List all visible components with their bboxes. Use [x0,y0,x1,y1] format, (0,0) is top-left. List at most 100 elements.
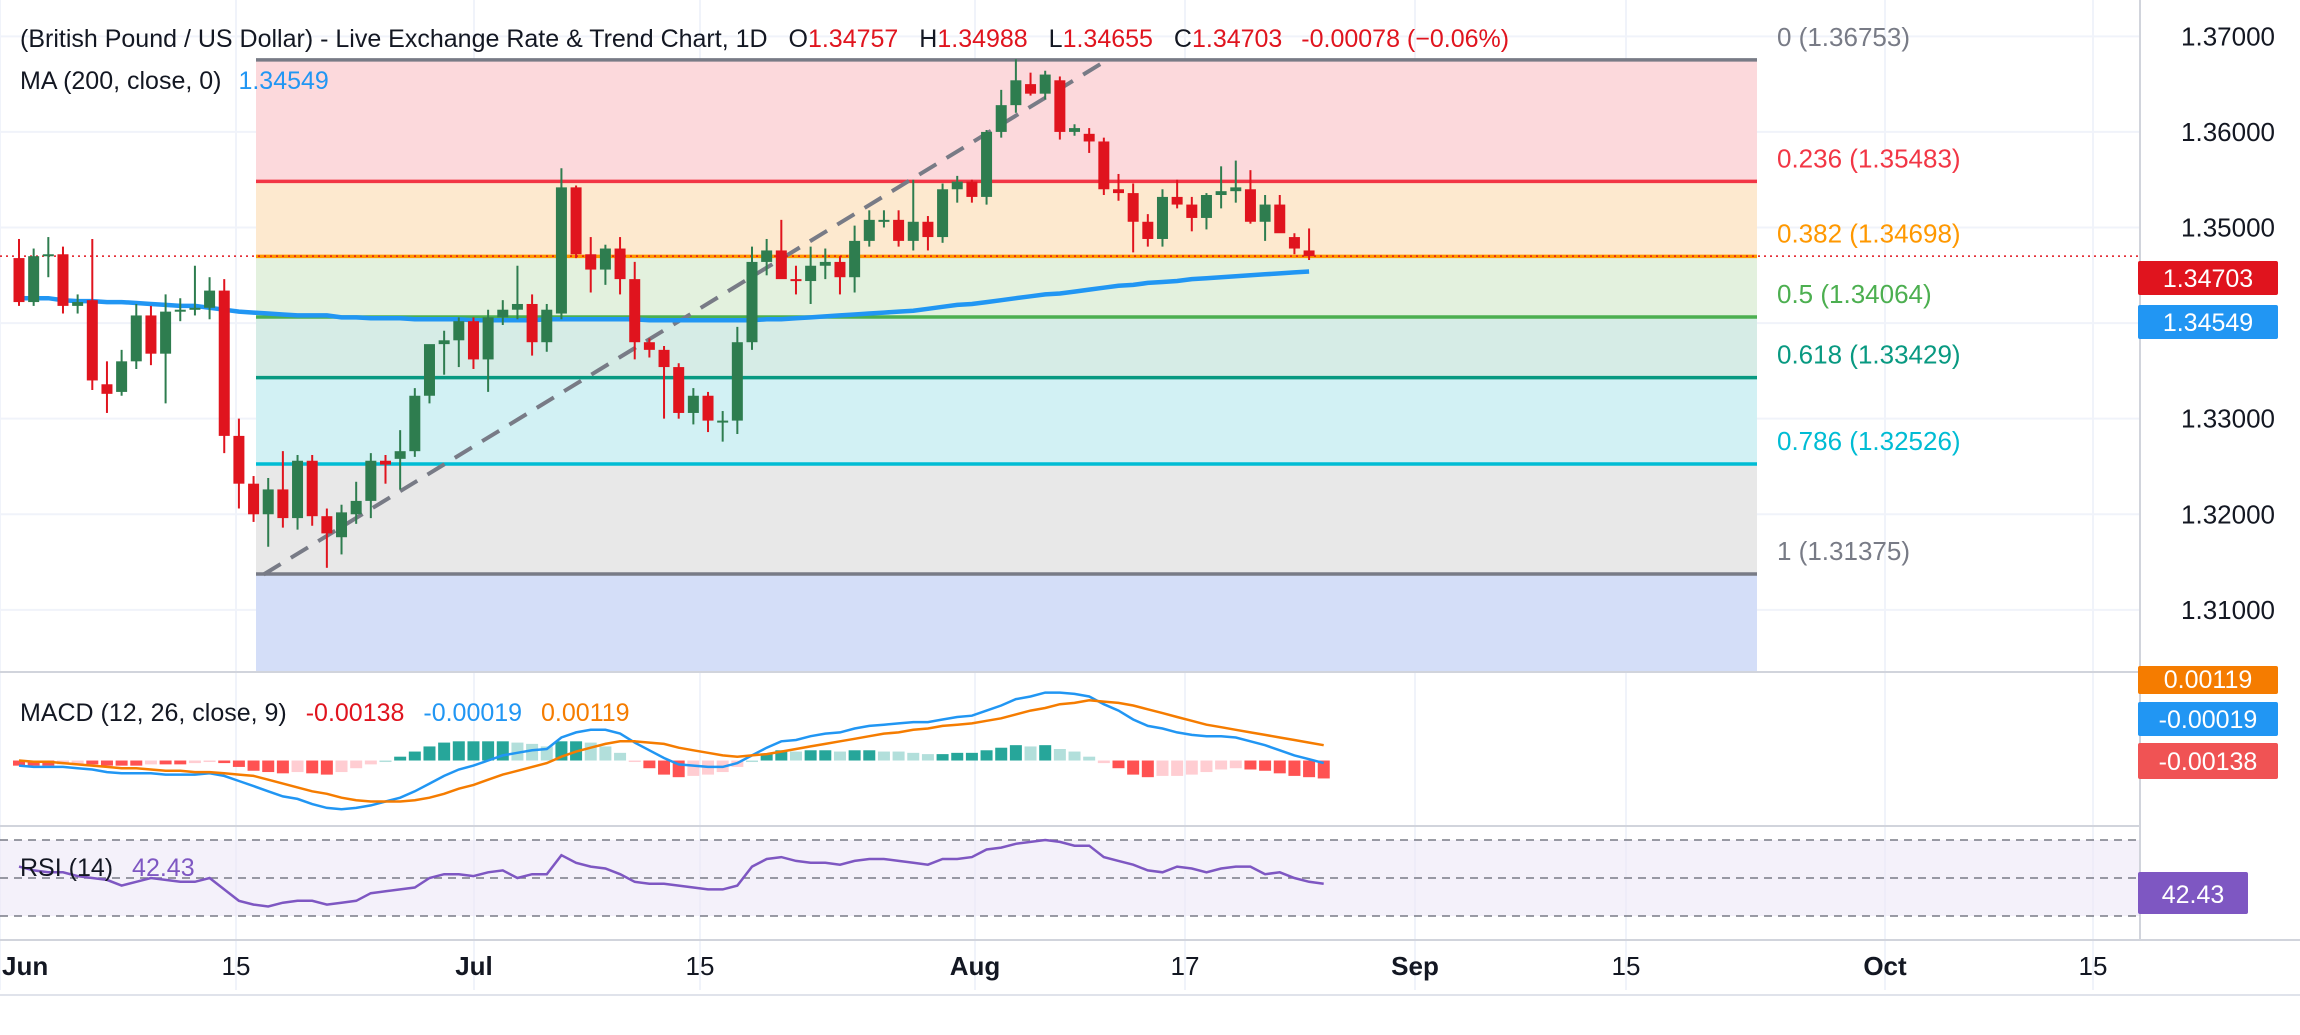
candle-body [1156,196,1168,239]
candle-body [233,435,245,484]
macd-hist-badge-text: -0.00138 [2159,748,2258,776]
macd-hist-bar [13,760,25,766]
macd-legend: MACD (12, 26, close, 9) -0.00138 -0.0001… [20,699,630,727]
macd-hist-bar [1039,745,1052,761]
macd-hist-bar [1273,760,1286,774]
candle-body [849,240,861,278]
time-axis-label: Aug [950,951,1001,981]
macd-hist-bar [746,760,758,763]
candle-body [277,489,289,519]
candle-body [394,451,406,459]
chart-title: (British Pound / US Dollar) - Live Excha… [20,25,768,53]
fib-band [256,463,1757,575]
candle-body [321,516,333,534]
rsi-badge-text: 42.43 [2162,881,2225,909]
fib-level-label: 0.382 (1.34698) [1777,218,1961,248]
candle-body [174,309,186,312]
ma-200-layer [19,269,1310,323]
fib-retracement: 0 (1.36753) 0.236 (1.35483) 0.382 (1.34698… [256,22,1961,672]
macd-hist-bar [907,752,920,761]
fib-level-label: 0.5 (1.34064) [1777,279,1932,309]
macd-hist-bar [921,754,934,761]
candle-body [717,420,729,423]
macd-line-badge: -0.00019 [2138,702,2278,736]
time-axis-label: Oct [1863,951,1907,981]
candle-body [775,250,787,280]
macd-hist-bar [995,747,1008,761]
candle-body [101,384,113,394]
change-value: -0.00078 (−0.06%) [1301,25,1509,53]
candle-body [1186,204,1198,218]
macd-hist-bar [980,750,993,761]
time-axis-label: Sep [1391,951,1439,981]
high-label: H [919,25,937,53]
candle-body [116,361,128,392]
legend-title-line: (British Pound / US Dollar) - Live Excha… [20,25,1509,53]
candle-body [511,303,523,310]
macd-hist-bar [379,760,392,763]
ma-price-badge-text: 1.34549 [2163,309,2253,337]
candle-body [1230,187,1242,192]
macd-hist-bar [1229,760,1242,769]
price-axis-label: 1.36000 [2181,117,2275,147]
macd-hist-bar [1083,756,1096,761]
candle-body [13,258,25,303]
candle-body [1127,193,1139,222]
candle-body [57,254,69,306]
candle-body [1113,189,1124,194]
macd-hist-bar [848,750,861,761]
macd-hist-bar [1317,760,1330,779]
candle-body [1215,191,1227,196]
candle-body [218,290,230,436]
candle-body [497,309,509,318]
price-axis-label: 1.32000 [2181,499,2275,529]
candle-body [86,300,98,381]
candle-body [365,460,377,501]
fib-level-label: 1 (1.31375) [1777,536,1910,566]
time-axis-label: Jun [2,951,48,981]
ma-price-badge: 1.34549 [2138,305,2278,339]
ma-200-line [19,269,1310,323]
macd-hist-bar [42,760,55,766]
macd-hist-bar [1009,745,1022,761]
macd-hist-bar [1156,760,1169,776]
candle-body [790,279,802,282]
macd-line-badge-text: -0.00019 [2159,706,2258,734]
macd-hist-bar [130,760,143,766]
last-price-badge: 1.34703 [2138,261,2278,295]
candle-body [995,105,1007,132]
macd-hist-bar [452,741,465,761]
candle-body [863,219,875,241]
candle-body [130,315,142,362]
candle-body [834,261,846,278]
macd-hist-bar [335,760,348,773]
macd-hist-bar [760,754,773,761]
candle-body [409,395,421,452]
candle-body [1083,133,1095,142]
rsi-label: RSI (14) [20,854,113,882]
candle-body [922,221,934,238]
macd-hist-bar [144,760,157,765]
candle-body [805,265,817,282]
candle-body [72,302,84,306]
candle-body [629,279,641,343]
macd-hist-bar [438,742,451,761]
candle-body [643,342,655,350]
candle-body [966,181,978,197]
candle-body [658,349,670,368]
macd-hist-bar [203,760,216,763]
macd-pane [13,691,1330,811]
ma-label: MA (200, close, 0) [20,67,221,95]
macd-hist-bar [1171,760,1184,776]
rsi-badge: 42.43 [2138,872,2248,914]
macd-hist-bar [174,760,187,765]
candle-body [1039,74,1051,94]
macd-hist-bar [658,760,671,775]
candle-body [189,307,201,310]
price-axis-label: 1.33000 [2181,404,2275,434]
candle-body [1142,221,1154,239]
macd-hist-bar [1112,760,1125,769]
ma-value: 1.34549 [238,67,328,95]
candle-body [1171,196,1183,205]
